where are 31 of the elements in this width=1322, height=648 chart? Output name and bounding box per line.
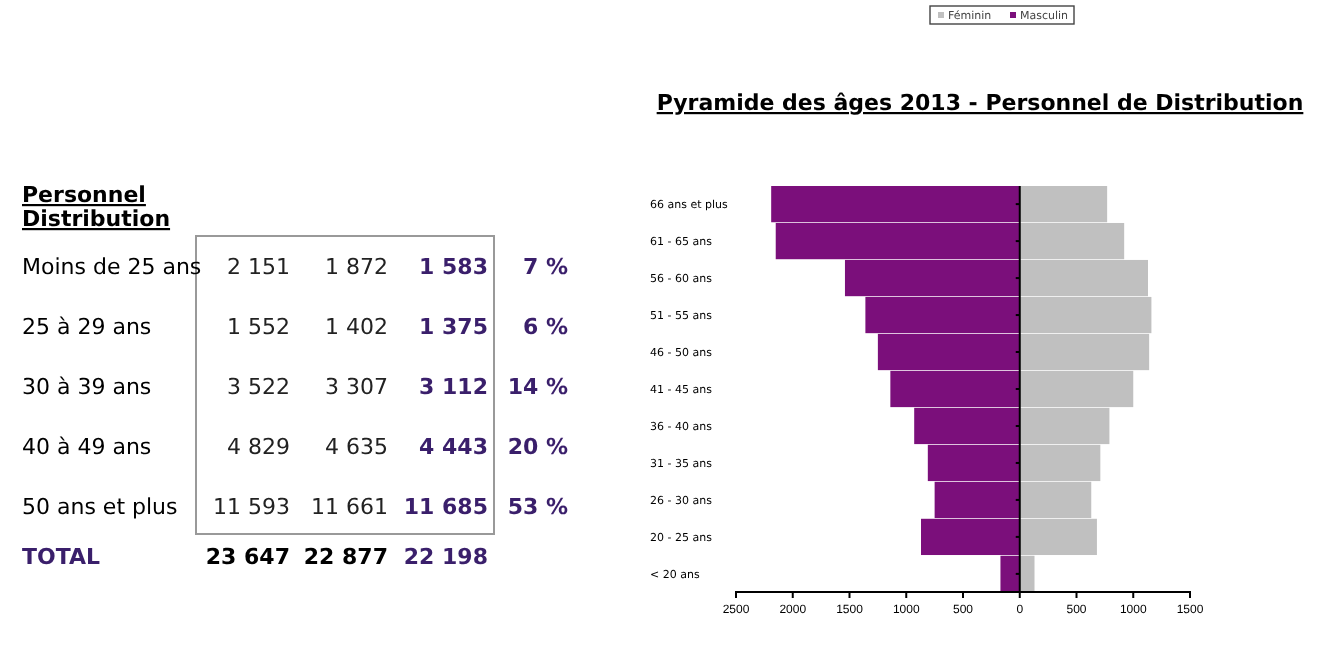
data-label: 53 % bbox=[507, 494, 568, 520]
data-label: 11 685 bbox=[403, 494, 488, 520]
category-label: Moins de 25 ans bbox=[22, 254, 202, 280]
data-label: 4 443 bbox=[419, 434, 488, 460]
data-label: 3 307 bbox=[325, 374, 388, 400]
data-label: 2 151 bbox=[227, 254, 290, 280]
data-label: 20 % bbox=[507, 434, 568, 460]
data-label: 14 % bbox=[507, 374, 568, 400]
data-label: 1 583 bbox=[419, 254, 488, 280]
category-label: 25 à 29 ans bbox=[22, 314, 152, 340]
data-label: 7 % bbox=[522, 254, 568, 280]
data-label: 3 522 bbox=[227, 374, 290, 400]
text: Personnel Distribution bbox=[22, 182, 171, 232]
data-label: 3 112 bbox=[419, 374, 488, 400]
data-label: 1 375 bbox=[419, 314, 488, 340]
data-label: 22 198 bbox=[403, 544, 488, 570]
category-label: 50 ans et plus bbox=[22, 494, 179, 520]
data-label: 11 661 bbox=[311, 494, 388, 520]
data-label: 22 877 bbox=[303, 544, 388, 570]
chart-title: Pyramide des âges 2013 - Personnel de Distribution bbox=[656, 90, 1304, 116]
data-label: 6 % bbox=[522, 314, 568, 340]
data-label: 1 872 bbox=[325, 254, 388, 280]
category-label: 40 à 49 ans bbox=[22, 434, 152, 460]
data-label: 4 829 bbox=[227, 434, 290, 460]
data-label: 4 635 bbox=[325, 434, 388, 460]
data-label: 23 647 bbox=[205, 544, 290, 570]
data-label: 1 402 bbox=[325, 314, 388, 340]
data-label: 1 552 bbox=[227, 314, 290, 340]
data-label: 11 593 bbox=[213, 494, 290, 520]
category-label: TOTAL bbox=[22, 544, 101, 570]
category-label: 30 à 39 ans bbox=[22, 374, 152, 400]
